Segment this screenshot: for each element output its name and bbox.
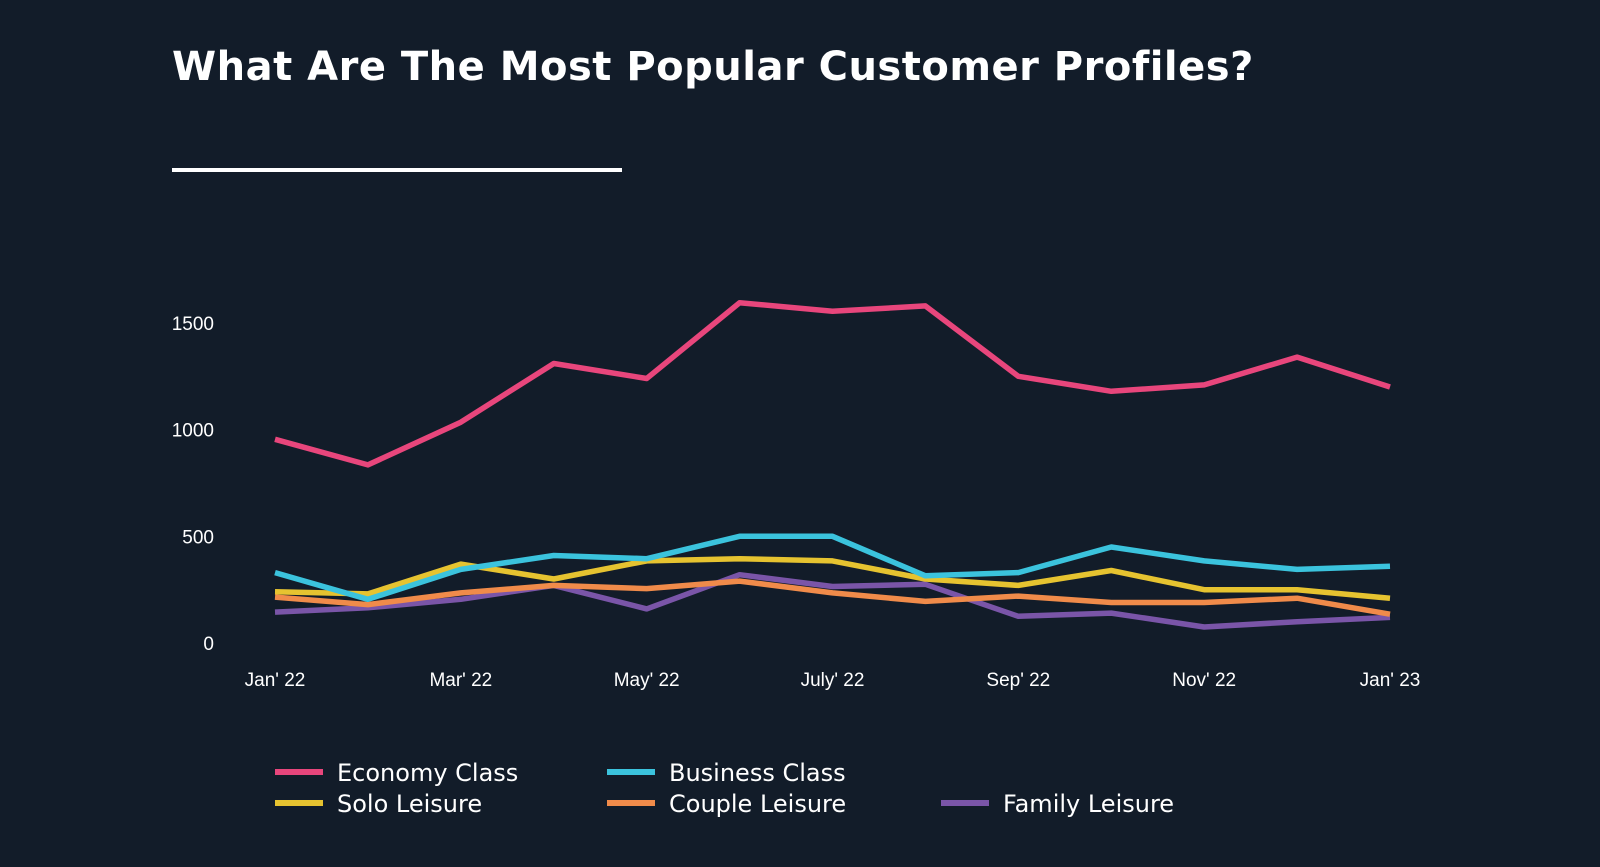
series-line-family-leisure [274,571,1391,630]
y-tick-label: 1000 [172,421,214,442]
x-axis: Jan' 22 Mar' 22 May' 22 July' 22 Sep' 22 Nov'… [245,670,1421,691]
series-line-economy-class [274,299,1391,468]
x-tick-label: July' 22 [801,670,865,691]
series-line-couple-leisure [274,578,1391,617]
legend-label-business-class: Business Class [669,759,846,787]
series-line-business-class [274,533,1391,603]
x-tick-label: Jan' 22 [245,670,306,691]
legend-label-economy-class: Economy Class [337,759,518,787]
legend-label-family-leisure: Family Leisure [1003,790,1174,818]
x-tick-label: Nov' 22 [1172,670,1236,691]
series-line-solo-leisure [274,555,1391,601]
title-underline [172,168,622,172]
legend-label-couple-leisure: Couple Leisure [669,790,846,818]
legend: Economy Class Business Class Solo Leisure C… [275,759,1174,818]
x-tick-label: May' 22 [614,670,680,691]
x-tick-label: Jan' 23 [1360,670,1421,691]
x-tick-label: Mar' 22 [429,670,492,691]
chart-title: What Are The Most Popular Customer Profi… [172,44,1254,90]
y-tick-label: 0 [203,634,214,655]
x-tick-label: Sep' 22 [986,670,1050,691]
plot-area [274,299,1391,630]
legend-label-solo-leisure: Solo Leisure [337,790,482,818]
y-tick-label: 500 [182,527,214,548]
y-axis: 0 500 1000 1500 [172,314,214,655]
y-tick-label: 1500 [172,314,214,335]
